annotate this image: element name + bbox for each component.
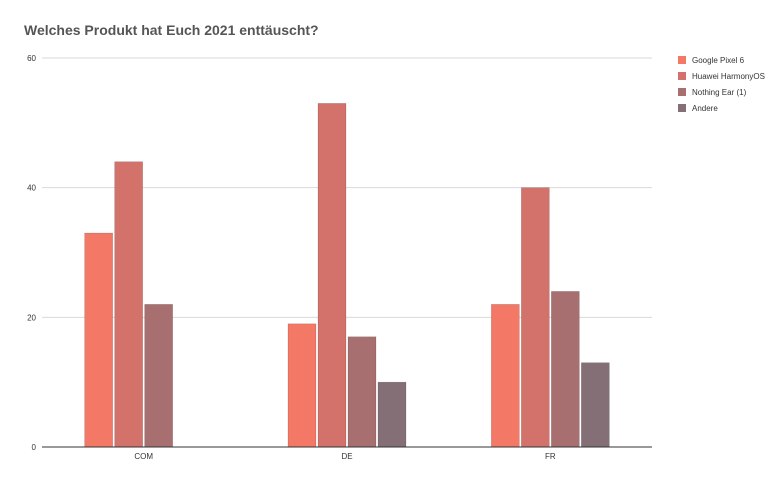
bar-andere-de xyxy=(377,381,407,448)
bar-google-pixel-6-com xyxy=(84,232,113,448)
x-tick-label: FR xyxy=(545,452,556,461)
legend-swatch xyxy=(678,56,686,64)
legend-label: Nothing Ear (1) xyxy=(692,87,747,97)
bar-huawei-harmonyos-de xyxy=(317,103,347,448)
y-tick-label: 60 xyxy=(27,54,36,63)
legend-swatch xyxy=(678,104,686,112)
bar-google-pixel-6-de xyxy=(287,323,317,448)
legend-item: Andere xyxy=(678,100,765,116)
legend-label: Andere xyxy=(692,103,718,113)
legend-item: Google Pixel 6 xyxy=(678,52,765,68)
legend-swatch xyxy=(678,72,686,80)
bar-huawei-harmonyos-com xyxy=(114,161,143,448)
bar-google-pixel-6-fr xyxy=(491,304,520,448)
y-tick-label: 0 xyxy=(32,443,37,452)
bar-nothing-ear-1--com xyxy=(144,304,173,448)
y-tick-label: 40 xyxy=(27,184,36,193)
legend-label: Google Pixel 6 xyxy=(692,55,745,65)
bar-andere-fr xyxy=(581,362,610,448)
bar-nothing-ear-1--de xyxy=(347,336,377,448)
bar-nothing-ear-1--fr xyxy=(551,291,580,448)
x-axis-ticks: COM DE FR xyxy=(134,452,556,461)
legend-swatch xyxy=(678,88,686,96)
legend: Google Pixel 6 Huawei HarmonyOS Nothing Ea… xyxy=(678,52,765,116)
chart-title: Welches Produkt hat Euch 2021 enttäuscht… xyxy=(24,22,319,38)
legend-item: Nothing Ear (1) xyxy=(678,84,765,100)
bars xyxy=(84,103,610,448)
y-axis-ticks: 0 20 40 60 xyxy=(27,54,36,452)
legend-item: Huawei HarmonyOS xyxy=(678,68,765,84)
y-tick-label: 20 xyxy=(27,313,36,322)
bar-huawei-harmonyos-fr xyxy=(521,187,550,448)
x-tick-label: COM xyxy=(134,452,153,461)
x-tick-label: DE xyxy=(341,452,352,461)
gridlines xyxy=(42,57,652,318)
legend-label: Huawei HarmonyOS xyxy=(692,71,765,81)
